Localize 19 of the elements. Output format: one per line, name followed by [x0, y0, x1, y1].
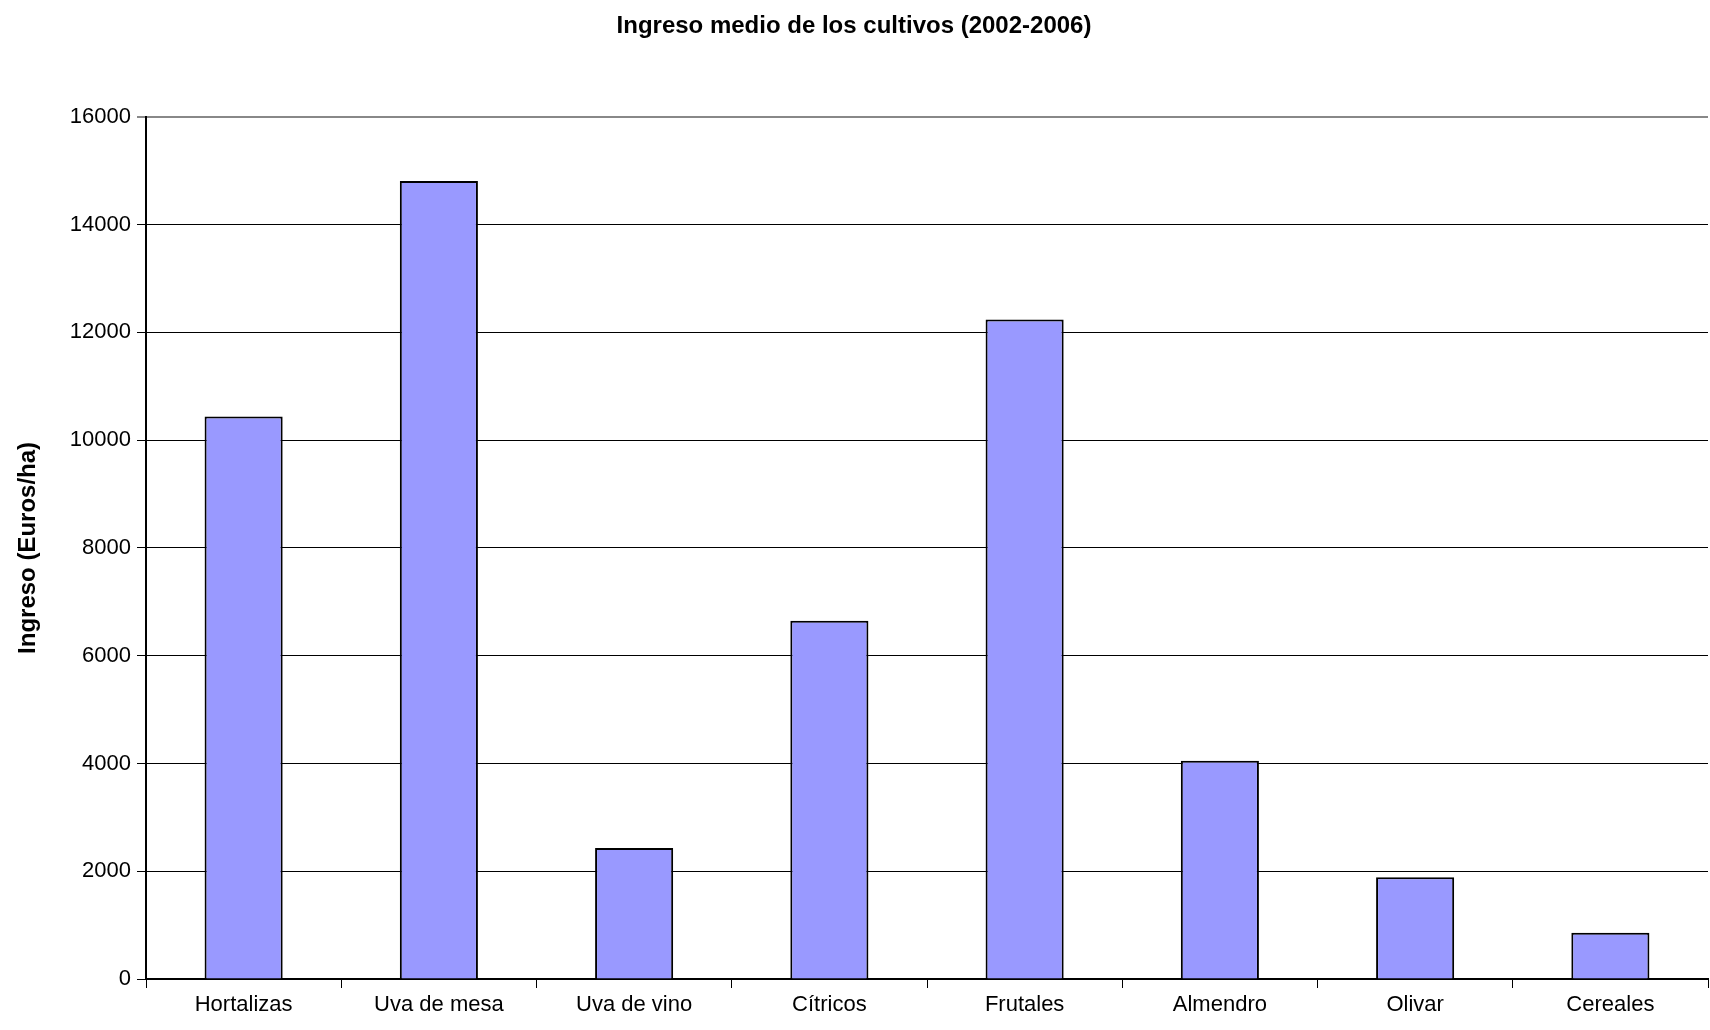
x-tick-label: Cítricos — [792, 991, 867, 1017]
x-tick-label: Olivar — [1386, 991, 1444, 1017]
y-tick-label: 4000 — [82, 749, 131, 775]
y-tick-label: 14000 — [69, 210, 131, 236]
chart-title: Ingreso medio de los cultivos (2002-2006) — [616, 11, 1092, 39]
x-tick-label: Cereales — [1566, 991, 1655, 1017]
x-tick-label: Uva de vino — [576, 991, 693, 1017]
y-tick-label: 12000 — [69, 318, 131, 344]
y-tick-label: 0 — [118, 965, 131, 991]
x-tick-label: Almendro — [1172, 991, 1267, 1017]
y-tick-label: 16000 — [69, 102, 131, 128]
x-tick-label: Uva de mesa — [374, 991, 505, 1017]
y-tick-label: 10000 — [69, 426, 131, 452]
y-axis-title: Ingreso (Euros/ha) — [13, 441, 41, 654]
x-tick-label: Hortalizas — [194, 991, 293, 1017]
x-tick-label: Frutales — [984, 991, 1065, 1017]
y-tick-label: 8000 — [82, 533, 131, 559]
y-tick-label: 2000 — [82, 857, 131, 883]
y-tick-label: 6000 — [82, 641, 131, 667]
